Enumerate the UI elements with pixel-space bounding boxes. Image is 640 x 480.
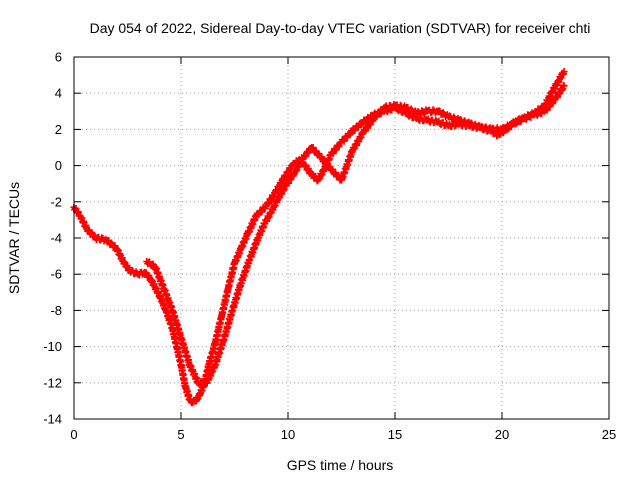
y-tick-label: -4 <box>50 231 62 246</box>
y-axis-label: SDTVAR / TECUs <box>6 182 22 294</box>
y-tick-label: 2 <box>55 122 62 137</box>
y-tick-label: -6 <box>50 267 62 282</box>
x-tick-label: 0 <box>70 427 77 442</box>
y-tick-label: -8 <box>50 303 62 318</box>
y-tick-label: 4 <box>55 86 62 101</box>
x-axis-ticks: 0 5 10 15 20 25 <box>70 57 616 442</box>
y-tick-label: -14 <box>43 412 62 427</box>
y-axis-ticks: -14 -12 -10 -8 -6 -4 -2 0 2 4 6 <box>43 50 609 427</box>
x-axis-label: GPS time / hours <box>287 457 394 473</box>
y-tick-label: 6 <box>55 50 62 65</box>
x-tick-label: 15 <box>388 427 402 442</box>
data-series-group <box>143 81 568 388</box>
data-series <box>70 68 568 407</box>
y-tick-label: 0 <box>55 158 62 173</box>
series-trace <box>144 81 567 388</box>
chart-title: Day 054 of 2022, Sidereal Day-to-day VTE… <box>90 20 591 36</box>
series-trace <box>71 69 567 407</box>
gridlines <box>74 57 609 419</box>
y-tick-label: -12 <box>43 375 62 390</box>
x-tick-label: 25 <box>602 427 616 442</box>
y-tick-label: -10 <box>43 339 62 354</box>
data-series-group <box>70 68 568 407</box>
x-tick-label: 20 <box>495 427 509 442</box>
x-tick-label: 5 <box>177 427 184 442</box>
y-tick-label: -2 <box>50 194 62 209</box>
x-tick-label: 10 <box>281 427 295 442</box>
